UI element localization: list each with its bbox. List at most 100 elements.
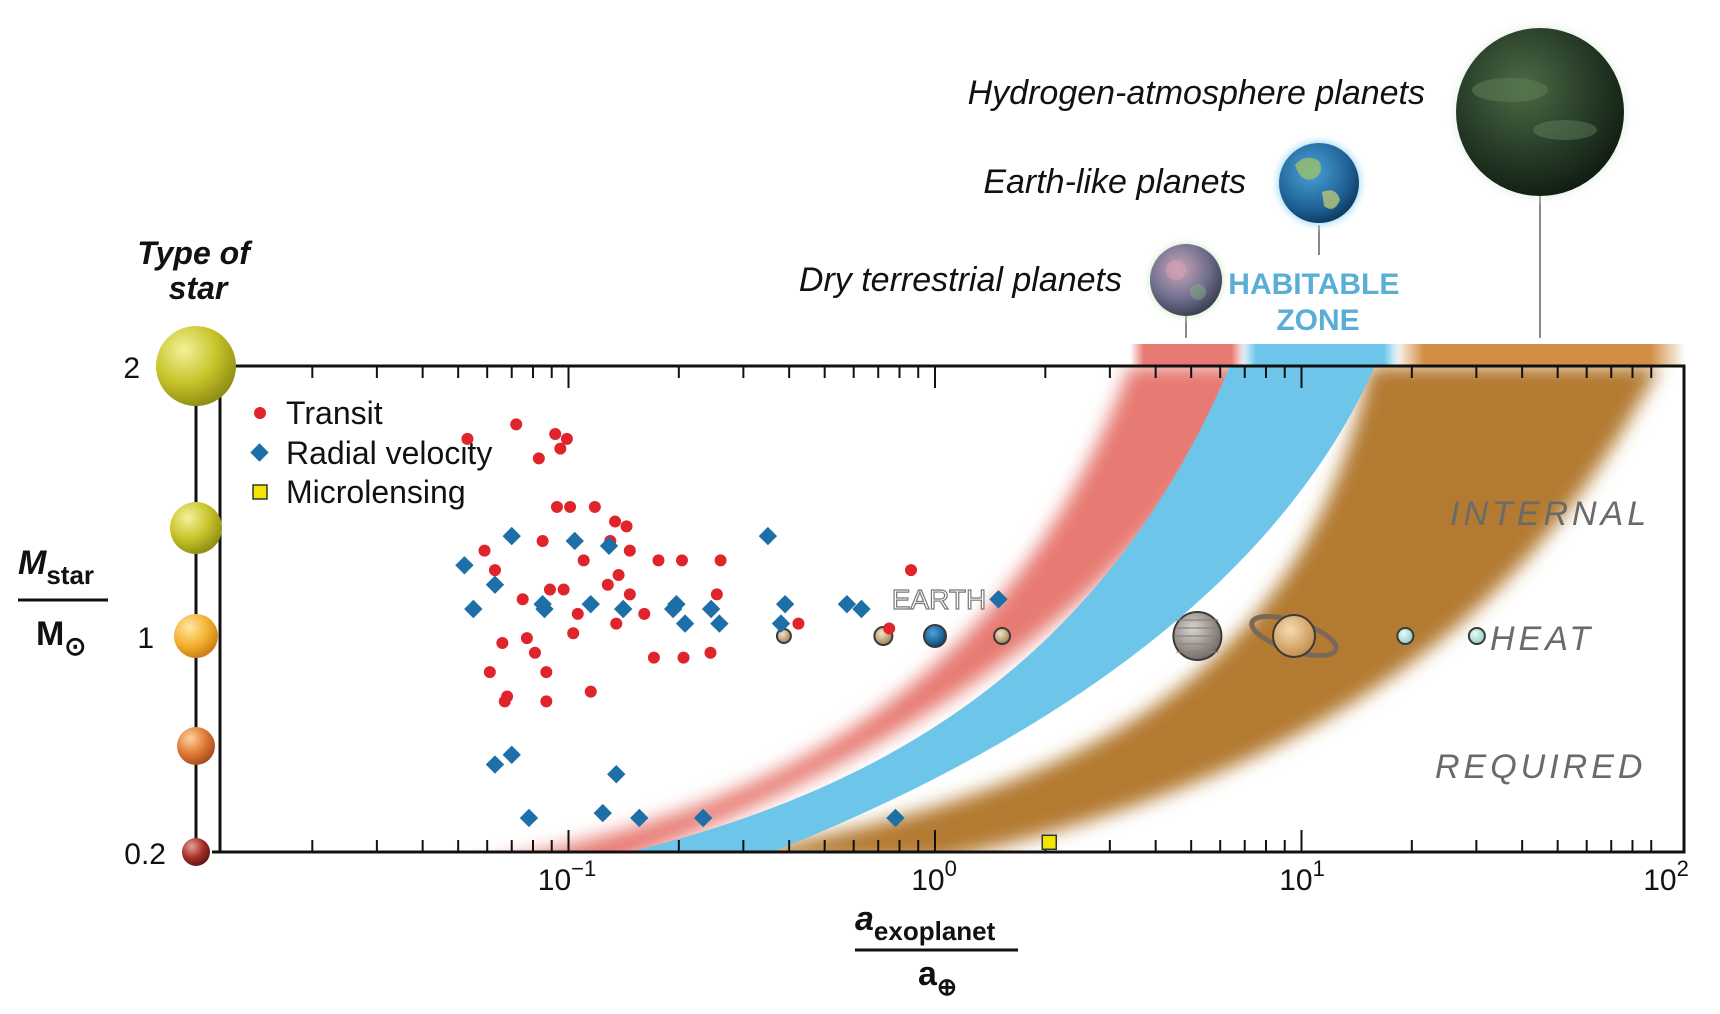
y-tick-label-2: 2 bbox=[123, 352, 140, 385]
svg-text:a⊕: a⊕ bbox=[918, 955, 957, 1001]
x-axis-label: aexoplanet a⊕ bbox=[855, 900, 1018, 1001]
point-radial-velocity bbox=[701, 599, 721, 619]
star-icon-1 bbox=[174, 614, 218, 658]
point-transit bbox=[483, 666, 496, 679]
point-transit bbox=[623, 588, 636, 601]
dry-band bbox=[539, 366, 1250, 852]
point-transit bbox=[904, 564, 917, 577]
point-radial-velocity bbox=[593, 803, 612, 823]
point-transit bbox=[478, 544, 491, 557]
point-transit bbox=[620, 520, 633, 533]
hydrogen-planet-icon bbox=[1456, 28, 1624, 196]
point-radial-velocity bbox=[667, 594, 686, 614]
planet-saturn bbox=[1272, 614, 1317, 658]
earth-label: EARTH bbox=[892, 584, 986, 615]
point-transit bbox=[516, 593, 529, 606]
star-type-column: Type of star 2 1 0.2 bbox=[123, 235, 258, 871]
point-transit bbox=[501, 690, 514, 703]
planet-mars bbox=[993, 627, 1012, 645]
point-radial-velocity bbox=[455, 556, 474, 575]
x-tick-label-100: 102 bbox=[1643, 856, 1689, 897]
point-transit bbox=[496, 637, 509, 650]
habitable-zone-label: HABITABLE ZONE bbox=[1228, 268, 1407, 337]
point-radial-velocity bbox=[758, 526, 778, 546]
dry-planet-label: Dry terrestrial planets bbox=[799, 261, 1122, 299]
point-transit bbox=[461, 432, 474, 445]
point-radial-velocity bbox=[519, 808, 539, 828]
point-transit bbox=[710, 588, 723, 601]
point-transit bbox=[557, 583, 570, 596]
point-transit bbox=[540, 666, 553, 679]
point-radial-velocity bbox=[565, 531, 584, 551]
point-transit bbox=[540, 695, 553, 708]
point-microlensing bbox=[1041, 834, 1058, 851]
x-tick-label-1: 100 bbox=[911, 856, 957, 897]
point-transit bbox=[714, 554, 727, 567]
point-transit bbox=[549, 428, 562, 441]
y-axis-label: Mstar M⊙ bbox=[18, 544, 108, 661]
hydrogen-zone-strip bbox=[1395, 344, 1685, 366]
point-radial-velocity bbox=[852, 599, 871, 619]
point-radial-velocity bbox=[675, 614, 695, 633]
region-label-required: REQUIRED bbox=[1435, 748, 1646, 786]
legend-transit-label: Transit bbox=[286, 395, 383, 431]
dry-planet-icon bbox=[1150, 244, 1222, 316]
star-icon-2 bbox=[156, 326, 236, 406]
point-radial-velocity bbox=[886, 808, 905, 828]
point-radial-velocity bbox=[502, 745, 521, 764]
habitable-band bbox=[629, 366, 1375, 852]
region-label-heat: HEAT bbox=[1490, 620, 1594, 658]
point-transit bbox=[652, 554, 665, 567]
point-radial-velocity bbox=[464, 599, 483, 619]
point-transit bbox=[554, 442, 567, 455]
point-radial-velocity bbox=[710, 614, 729, 633]
zone-strip bbox=[1130, 344, 1685, 366]
planet-earth bbox=[923, 624, 947, 648]
y-tick-label-1: 1 bbox=[137, 622, 154, 655]
legend: Transit Radial velocity Microlensing bbox=[250, 395, 492, 510]
point-transit bbox=[560, 432, 573, 445]
point-radial-velocity bbox=[607, 765, 626, 784]
point-transit bbox=[577, 554, 590, 567]
point-transit bbox=[488, 564, 501, 577]
point-radial-velocity bbox=[989, 590, 1008, 609]
point-radial-velocity bbox=[837, 594, 857, 614]
x-tick-label-10: 101 bbox=[1279, 856, 1325, 897]
dry-zone-strip bbox=[1130, 344, 1245, 366]
hydrogen-band bbox=[744, 366, 1660, 852]
point-radial-velocity bbox=[775, 594, 795, 614]
point-radial-velocity bbox=[485, 575, 505, 594]
svg-text:M⊙: M⊙ bbox=[36, 615, 86, 661]
point-radial-velocity bbox=[613, 599, 633, 619]
point-transit bbox=[510, 418, 523, 431]
point-transit bbox=[704, 646, 717, 659]
point-transit bbox=[623, 544, 636, 557]
point-transit bbox=[609, 515, 622, 528]
legend-transit-marker bbox=[254, 407, 266, 419]
legend-radial-velocity-label: Radial velocity bbox=[286, 435, 492, 471]
star-icon-0.6 bbox=[177, 727, 215, 765]
point-transit bbox=[610, 617, 623, 630]
point-radial-velocity bbox=[485, 755, 505, 774]
star-icon-1.5 bbox=[170, 502, 222, 554]
star-type-title: Type of star bbox=[137, 235, 258, 306]
legend-microlensing-label: Microlensing bbox=[286, 474, 466, 510]
point-radial-velocity bbox=[502, 526, 521, 546]
svg-text:aexoplanet: aexoplanet bbox=[855, 900, 996, 946]
x-tick-labels: 10−1 100 101 102 bbox=[538, 856, 1689, 897]
point-radial-velocity bbox=[771, 614, 791, 633]
svg-text:Mstar: Mstar bbox=[18, 544, 94, 590]
plot-frame bbox=[218, 364, 1686, 854]
legend-radial-velocity-marker bbox=[250, 443, 269, 462]
point-transit bbox=[588, 500, 601, 513]
point-transit bbox=[677, 651, 690, 664]
planet-uranus bbox=[1396, 627, 1415, 645]
point-radial-velocity bbox=[630, 808, 649, 828]
point-transit bbox=[536, 534, 549, 547]
legend-microlensing-marker bbox=[252, 484, 268, 500]
point-transit bbox=[792, 617, 805, 630]
point-transit bbox=[584, 685, 597, 698]
point-transit bbox=[647, 651, 660, 664]
